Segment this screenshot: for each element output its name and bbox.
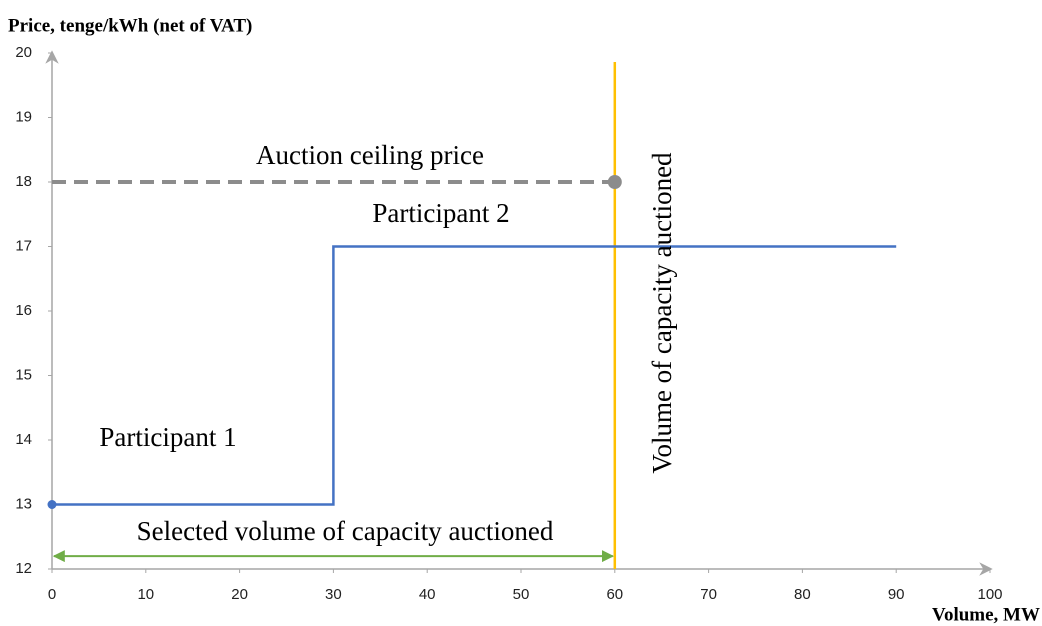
y-tick-label: 13 <box>15 495 32 512</box>
y-tick-label: 16 <box>15 302 32 319</box>
annotation: Auction ceiling price <box>256 140 484 170</box>
x-tick-label: 40 <box>419 586 436 603</box>
x-tick-label: 30 <box>325 586 342 603</box>
y-tick-label: 14 <box>15 431 32 448</box>
y-tick-label: 20 <box>15 44 32 61</box>
y-axis-label: Price, tenge/kWh (net of VAT) <box>8 15 252 36</box>
x-tick-label: 80 <box>794 586 811 603</box>
annotation: Volume of capacity auctioned <box>647 152 677 474</box>
annotation: Participant 2 <box>372 198 509 228</box>
x-tick-label: 20 <box>231 586 248 603</box>
x-tick-label: 0 <box>48 586 56 603</box>
annotation: Selected volume of capacity auctioned <box>137 516 554 546</box>
x-tick-label: 70 <box>700 586 717 603</box>
point <box>47 500 57 509</box>
point <box>607 175 622 189</box>
x-tick-label: 90 <box>888 586 905 603</box>
y-tick-label: 17 <box>15 237 32 254</box>
y-tick-label: 12 <box>15 560 32 577</box>
series-line <box>52 245 897 506</box>
x-tick-label: 50 <box>513 586 530 603</box>
y-tick-label: 18 <box>15 173 32 190</box>
annotation: Participant 1 <box>99 422 236 452</box>
y-tick-label: 19 <box>15 108 32 125</box>
x-tick-label: 60 <box>606 586 623 603</box>
y-tick-label: 15 <box>15 366 32 383</box>
x-axis-label: Volume, MW <box>932 604 1040 625</box>
x-tick-label: 100 <box>977 586 1002 603</box>
x-tick-label: 10 <box>137 586 154 603</box>
